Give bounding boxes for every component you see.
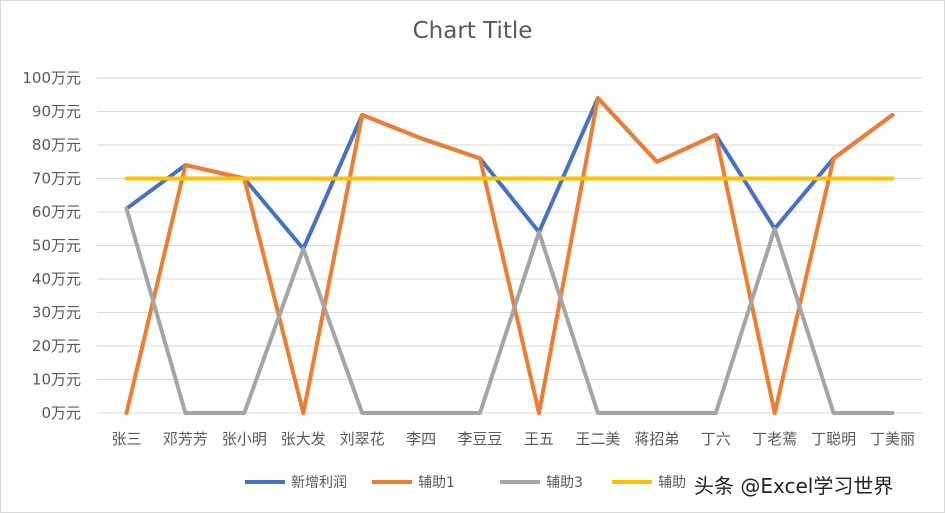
- y-tick-label: 50万元: [32, 237, 81, 255]
- x-tick-label: 张大发: [281, 430, 326, 448]
- legend-label: 辅助: [658, 475, 686, 491]
- x-tick-label: 蒋招弟: [634, 430, 679, 448]
- legend-label: 新增利润: [291, 475, 347, 491]
- y-tick-label: 30万元: [32, 304, 81, 322]
- x-tick-label: 王五: [524, 430, 554, 448]
- x-tick-label: 邓芳芳: [163, 430, 208, 448]
- x-tick-label: 李豆豆: [458, 430, 503, 448]
- y-tick-label: 90万元: [32, 103, 81, 121]
- y-tick-label: 70万元: [32, 170, 81, 188]
- x-tick-label: 丁六: [701, 430, 731, 448]
- series-group: [124, 96, 895, 415]
- x-tick-label: 刘翠花: [340, 430, 385, 448]
- y-tick-label: 10万元: [32, 371, 81, 389]
- series-line: [124, 96, 895, 415]
- y-tick-label: 60万元: [32, 203, 81, 221]
- chart-title: Chart Title: [412, 18, 533, 44]
- y-tick-label: 0万元: [41, 404, 81, 422]
- legend-label: 辅助1: [418, 475, 455, 491]
- watermark: 头条 @Excel学习世界: [690, 470, 898, 499]
- series-line: [124, 206, 895, 415]
- series-line: [124, 96, 895, 251]
- y-tick-label: 80万元: [32, 136, 81, 154]
- x-tick-label: 丁老蔫: [752, 430, 797, 448]
- x-axis: 张三 邓芳芳 张小明 张大发 刘翠花 李四 李豆豆 王五 王二美 蒋招弟 丁六 丁老蔫 丁聪明 丁美丽: [111, 430, 915, 448]
- x-tick-label: 张三: [111, 430, 141, 448]
- x-tick-label: 王二美: [575, 430, 620, 448]
- gridlines: [97, 77, 922, 414]
- y-tick-label: 40万元: [32, 270, 81, 288]
- legend-label: 辅助3: [546, 475, 583, 491]
- legend: 新增利润 辅助1 辅助3 辅助: [245, 475, 686, 491]
- y-tick-label: 20万元: [32, 337, 81, 355]
- x-tick-label: 李四: [406, 430, 436, 448]
- y-axis: 0万元 10万元 20万元 30万元 40万元 50万元 60万元 70万元 80万元 90万元 1…: [22, 69, 81, 422]
- y-tick-label: 100万元: [22, 69, 81, 87]
- x-tick-label: 张小明: [222, 430, 267, 448]
- x-tick-label: 丁聪明: [811, 430, 856, 448]
- x-tick-label: 丁美丽: [870, 430, 915, 448]
